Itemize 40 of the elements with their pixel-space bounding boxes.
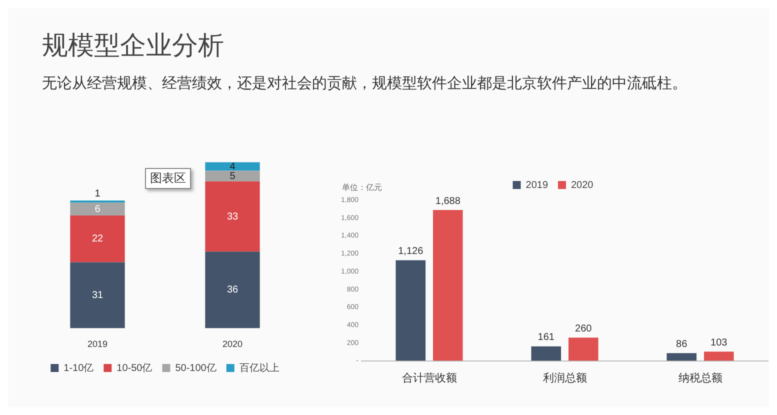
bar bbox=[396, 260, 426, 361]
data-label: 36 bbox=[226, 284, 238, 296]
legend-label: 50-100亿 bbox=[175, 362, 216, 374]
bar bbox=[568, 338, 598, 361]
bar bbox=[205, 252, 260, 328]
x-tick-label: 纳税总额 bbox=[678, 371, 722, 384]
data-label: 161 bbox=[538, 332, 555, 344]
x-tick-label: 利润总额 bbox=[542, 371, 587, 384]
data-label: 1,126 bbox=[398, 246, 424, 257]
bar bbox=[432, 210, 463, 361]
bar bbox=[531, 346, 562, 361]
y-axis-title: 单位：亿元 bbox=[342, 183, 382, 192]
bar bbox=[70, 262, 125, 328]
bar bbox=[205, 162, 260, 171]
data-label: 31 bbox=[92, 290, 104, 301]
data-label: 6 bbox=[94, 204, 101, 215]
bar bbox=[70, 202, 125, 216]
data-label: 22 bbox=[92, 234, 104, 245]
legend-label: 10-50亿 bbox=[116, 362, 152, 374]
data-label: 5 bbox=[230, 170, 236, 182]
x-tick-label: 合计营收额 bbox=[402, 371, 457, 384]
data-label: 1,688 bbox=[435, 196, 461, 207]
legend-label: 2020 bbox=[571, 180, 594, 191]
bar bbox=[70, 215, 125, 262]
bar bbox=[666, 353, 697, 361]
data-label: 103 bbox=[710, 337, 728, 348]
bar bbox=[205, 170, 260, 182]
bar bbox=[704, 352, 734, 361]
legend-label: 1-10亿 bbox=[64, 362, 94, 374]
bar bbox=[205, 181, 260, 252]
text: 无论从经营规模、经营绩效，还是对社会的贡献，规模型软件企业都是北京软件产业的中流砥柱。 bbox=[42, 74, 687, 93]
data-label: 260 bbox=[575, 323, 592, 334]
data-label: 4 bbox=[230, 161, 236, 172]
data-label: 33 bbox=[226, 211, 238, 222]
chart-title: 规模型企业分析 bbox=[42, 29, 224, 62]
legend-label: 百亿以上 bbox=[239, 362, 280, 374]
data-label: 86 bbox=[676, 338, 688, 350]
legend-label: 2019 bbox=[526, 180, 548, 191]
data-label: 1 bbox=[94, 188, 101, 200]
annotation: 图表区 bbox=[145, 168, 191, 189]
